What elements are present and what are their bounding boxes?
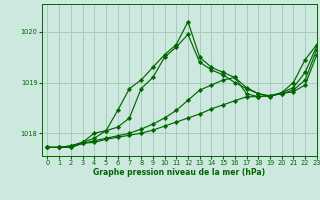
X-axis label: Graphe pression niveau de la mer (hPa): Graphe pression niveau de la mer (hPa) <box>93 168 265 177</box>
